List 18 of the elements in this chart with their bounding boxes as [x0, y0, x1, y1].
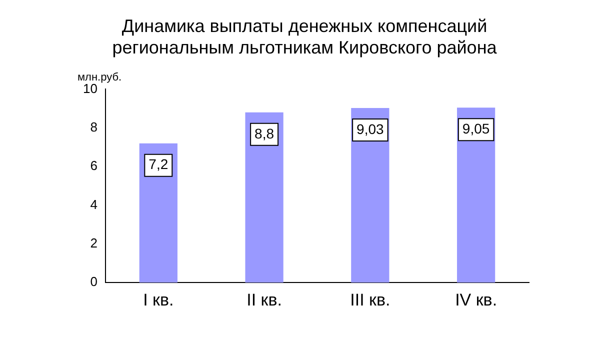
y-tick-label: 2: [90, 236, 98, 250]
data-label: 9,03: [356, 120, 384, 137]
data-label: 7,2: [148, 156, 168, 172]
x-tick-label: I кв.: [143, 290, 174, 310]
y-tick-label: 8: [90, 119, 98, 134]
y-tick-label: 0: [90, 274, 98, 290]
data-label: 9,05: [462, 120, 490, 136]
y-tick-label: 4: [90, 196, 98, 212]
bar: [139, 143, 178, 283]
x-tick-label: III кв.: [350, 290, 390, 310]
chart-title: Динамика выплаты денежных компенсаций региональным льготникам Кировского района: [112, 16, 498, 58]
bar: [457, 108, 496, 283]
y-tick-label: 6: [90, 158, 98, 174]
x-tick-label: IV кв.: [455, 290, 498, 310]
bar: [351, 108, 390, 283]
data-label: 8,8: [254, 125, 274, 142]
x-tick-label: II кв.: [246, 290, 282, 310]
bar: [245, 112, 284, 283]
